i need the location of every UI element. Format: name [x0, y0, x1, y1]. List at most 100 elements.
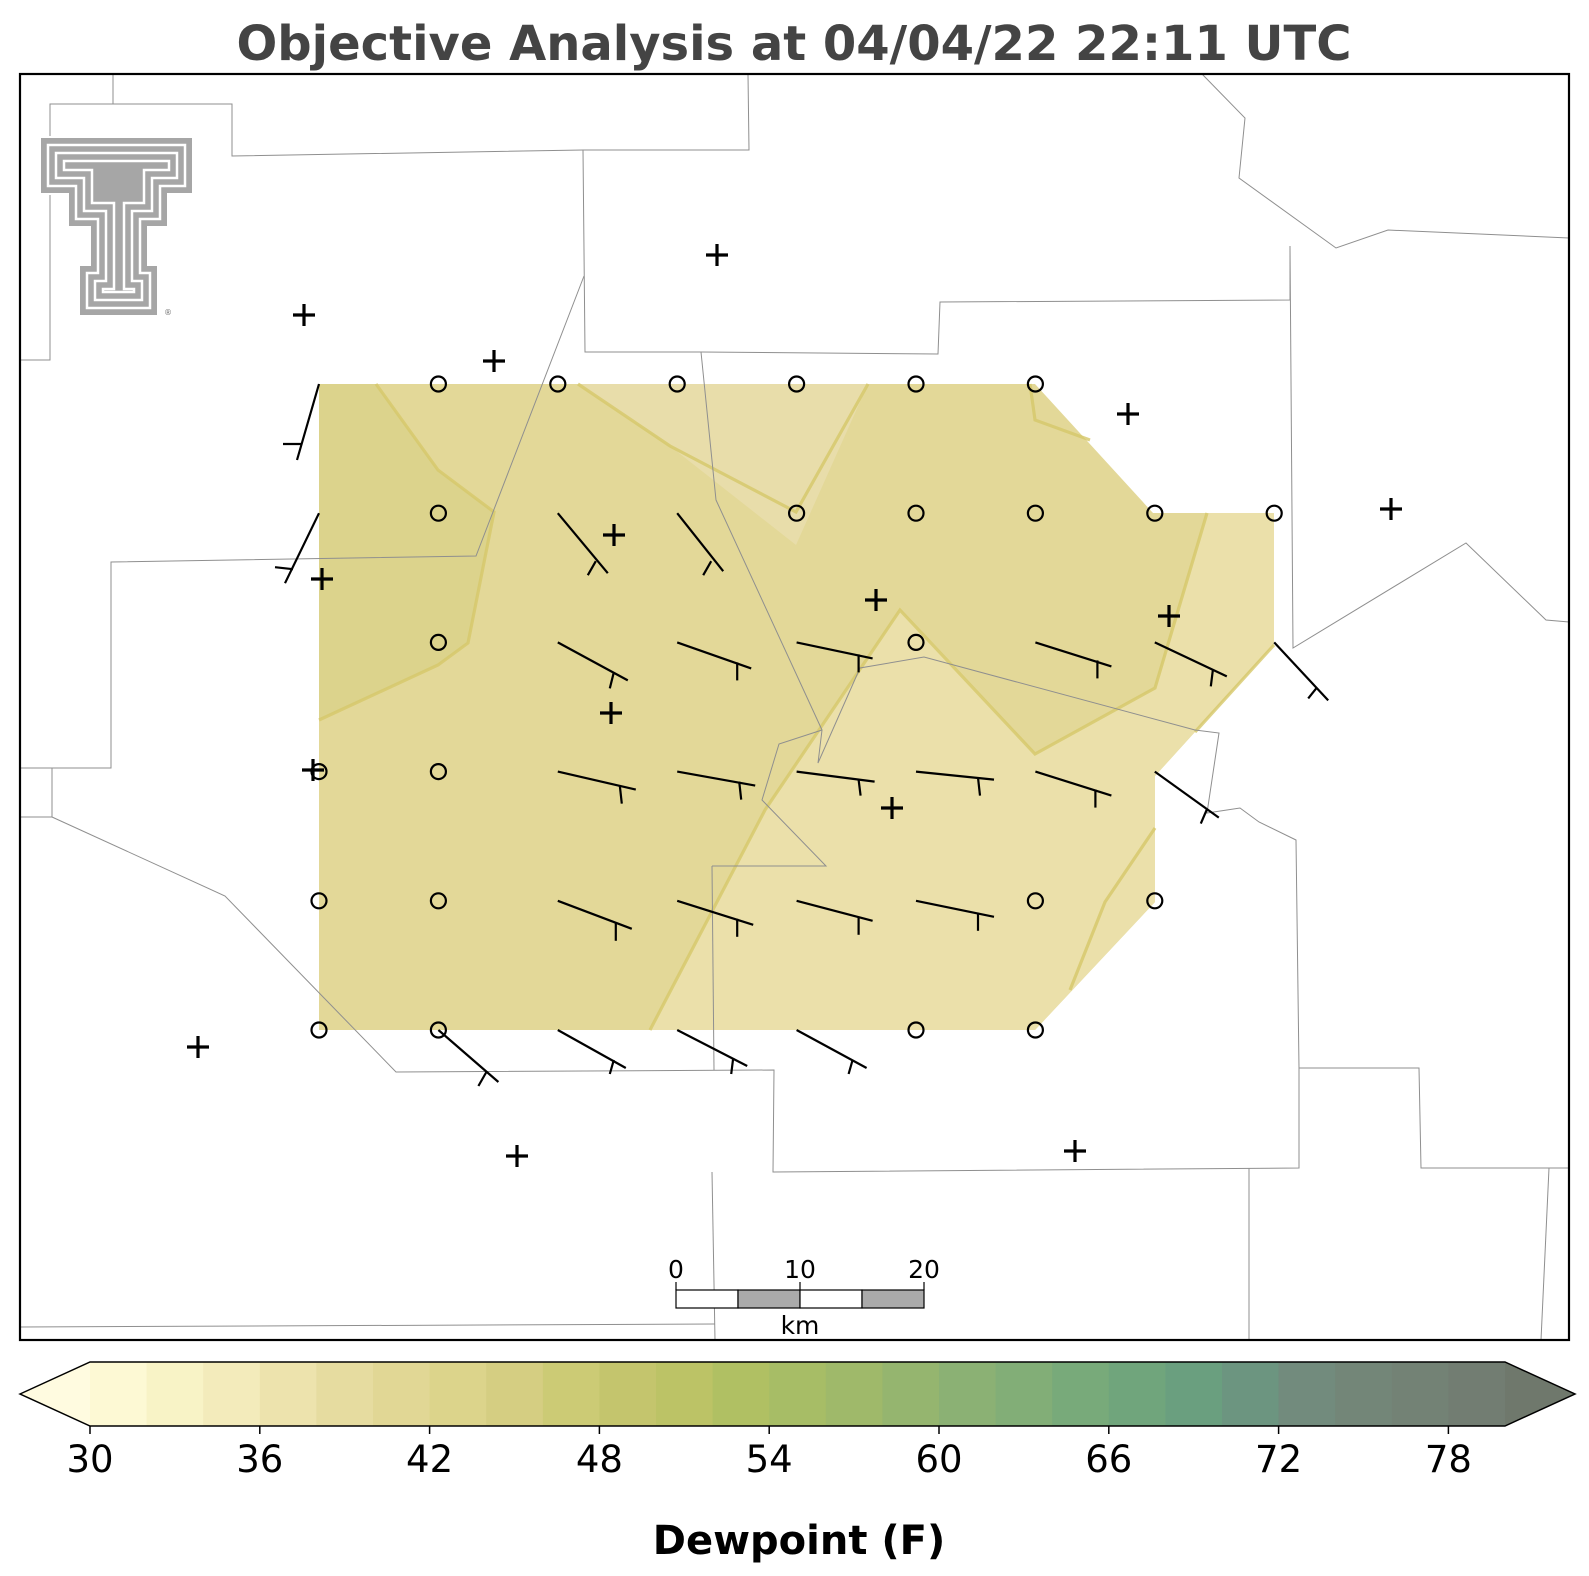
wind-barb: [796, 770, 875, 796]
calm-station-marker: [549, 375, 567, 393]
wind-barb: [1273, 641, 1330, 702]
colorbar-label: Dewpoint (F): [653, 1518, 946, 1564]
calm-station-marker: [907, 1021, 925, 1039]
colorbar-segment: [995, 1362, 1053, 1426]
wind-barb: [915, 770, 995, 796]
wind-barb: [796, 899, 873, 935]
colorbar-segment: [769, 1362, 827, 1426]
colorbar-segment: [486, 1362, 544, 1426]
county-boundaries: [19, 73, 1570, 1341]
calm-station-marker: [429, 375, 447, 393]
calm-station-marker: [429, 504, 447, 522]
wind-barb: [796, 641, 873, 673]
colorbar-segment: [146, 1362, 204, 1426]
observation-site-marker: [600, 702, 622, 724]
calm-station-marker: [907, 375, 925, 393]
colorbar-extend-low: [20, 1362, 90, 1426]
colorbar-segment: [542, 1362, 600, 1426]
observation-site-marker: [1380, 498, 1402, 520]
contour-lines: [318, 382, 1276, 1031]
colorbar-tick-label: 72: [1255, 1438, 1302, 1481]
wind-barb: [557, 899, 633, 941]
colorbar-segments: [90, 1362, 1506, 1426]
wind-barb: [676, 512, 725, 576]
colorbar-segment: [599, 1362, 657, 1426]
colorbar-tick-label: 36: [236, 1438, 283, 1481]
colorbar-ticks: 30 36 42 48 54 60 66 72 78: [66, 1426, 1472, 1481]
colorbar-segment: [712, 1362, 770, 1426]
scale-label-0: 0: [668, 1255, 684, 1284]
colorbar-tick-label: 30: [66, 1438, 113, 1481]
colorbar-segment: [1335, 1362, 1393, 1426]
wind-barb: [557, 770, 637, 804]
calm-station-marker: [310, 892, 328, 910]
observation-sites: [187, 244, 1402, 1167]
colorbar-segment: [1448, 1362, 1506, 1426]
observation-site-marker: [1158, 605, 1180, 627]
calm-station-marker: [1146, 892, 1164, 910]
calm-station-marker: [429, 1021, 447, 1039]
colorbar-segment: [1391, 1362, 1449, 1426]
colorbar-tick-label: 60: [915, 1438, 962, 1481]
calm-station-marker: [787, 375, 806, 393]
scale-unit: km: [781, 1311, 820, 1340]
observation-site-marker: [603, 524, 625, 546]
colorbar-segment: [316, 1362, 374, 1426]
colorbar-segment: [373, 1362, 431, 1426]
chart-title: Objective Analysis at 04/04/22 22:11 UTC: [237, 16, 1352, 72]
calm-station-marker: [1026, 1021, 1045, 1039]
calm-station-marker: [907, 633, 925, 652]
colorbar-segment: [259, 1362, 317, 1426]
calm-station-marker: [310, 1021, 328, 1039]
calm-station-marker: [1026, 504, 1045, 522]
logo-registered-mark: ®: [164, 308, 172, 317]
wind-barb: [1035, 641, 1112, 679]
colorbar-tick-label: 48: [576, 1438, 623, 1481]
colorbar-segment: [825, 1362, 883, 1426]
colorbar-tick-label: 66: [1085, 1438, 1132, 1481]
map-panel: ® 0 10 20 km: [18, 72, 1571, 1342]
wind-barb: [437, 1029, 500, 1087]
colorbar-segment: [203, 1362, 261, 1426]
scale-label-20: 20: [908, 1255, 940, 1284]
scale-label-10: 10: [784, 1255, 816, 1284]
colorbar-segment: [1222, 1362, 1280, 1426]
observation-site-marker: [311, 568, 333, 590]
wind-barb: [1154, 770, 1220, 825]
analysis-fill-west: [319, 384, 494, 720]
wind-barb: [677, 770, 756, 800]
colorbar-tick-label: 78: [1425, 1438, 1472, 1481]
wind-barb: [556, 512, 609, 576]
colorbar-segment: [1108, 1362, 1166, 1426]
calm-station-marker: [429, 892, 447, 910]
observation-site-marker: [293, 304, 315, 326]
calm-station-marker: [787, 504, 806, 522]
calm-station-marker: [429, 633, 447, 652]
calm-station-marker: [429, 762, 447, 781]
colorbar-segment: [1165, 1362, 1223, 1426]
observation-site-marker: [187, 1036, 209, 1058]
calm-station-marker: [907, 504, 925, 522]
colorbar-segment: [1278, 1362, 1336, 1426]
scale-bar: 0 10 20 km: [668, 1255, 940, 1340]
calm-station-marker: [1146, 504, 1164, 522]
observation-site-marker: [1064, 1140, 1086, 1162]
colorbar-segment: [882, 1362, 940, 1426]
colorbar-segment: [429, 1362, 487, 1426]
colorbar-segment: [656, 1362, 714, 1426]
wind-barb: [557, 1029, 627, 1075]
wind-barb: [676, 1029, 748, 1075]
observation-site-marker: [483, 350, 505, 372]
observation-site-marker: [706, 244, 728, 266]
wind-barb: [557, 641, 629, 689]
observation-site-marker: [302, 759, 324, 781]
colorbar-tick-label: 42: [406, 1438, 453, 1481]
wind-barbs: [274, 383, 1330, 1087]
calm-station-marker: [1026, 375, 1045, 393]
wind-barb: [676, 899, 754, 937]
texas-tech-logo: [39, 136, 194, 317]
analysis-fill-east: [650, 513, 1274, 1030]
observation-site-marker: [1117, 403, 1139, 425]
wind-barb: [796, 1029, 868, 1075]
